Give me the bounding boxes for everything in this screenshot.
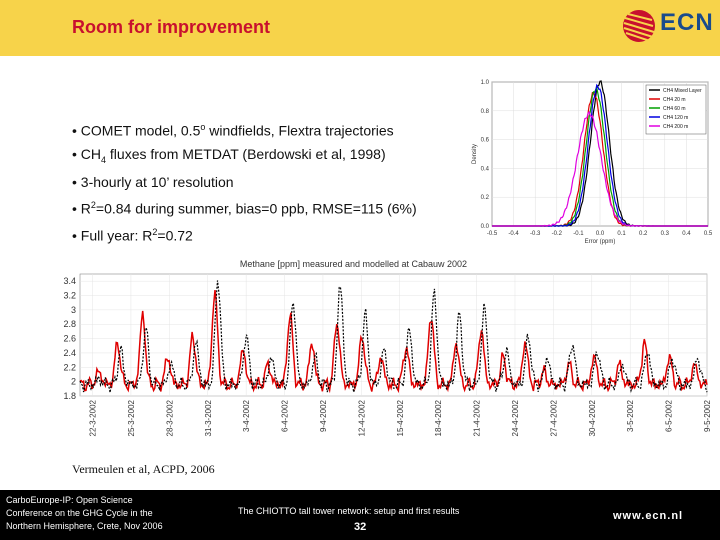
header-bar: Room for improvement ECN: [0, 0, 720, 56]
density-x-axis-label: Error (ppm): [585, 239, 616, 245]
timeseries-x-tick-label: 18-4-2002: [434, 399, 443, 436]
timeseries-y-tick-label: 2.6: [63, 334, 76, 344]
footer-url: www.ecn.nl: [613, 510, 684, 522]
timeseries-y-tick-label: 2.2: [63, 362, 76, 372]
bullet-item: • 3-hourly at 10’ resolution: [72, 174, 234, 191]
timeseries-x-tick-label: 9-4-2002: [319, 399, 328, 432]
density-x-tick-label: 0.1: [617, 231, 626, 237]
footer-presentation-title: The CHIOTTO tall tower network: setup an…: [238, 506, 460, 516]
timeseries-x-tick-label: 6-5-2002: [665, 399, 674, 432]
timeseries-x-tick-label: 28-3-2002: [165, 399, 174, 436]
timeseries-y-tick-label: 1.8: [63, 391, 76, 401]
density-legend-label: CH4 200 m: [663, 124, 688, 130]
ecn-logo: ECN: [620, 6, 720, 50]
density-y-tick-label: 0.2: [481, 195, 490, 201]
density-chart: -0.5 -0.4 -0.3 -0.2 -0.1 0.0 0.1 0.2 0.3 0.4 0.5 0.…: [472, 80, 713, 245]
bullet-item: • Full year: R2=0.72: [72, 227, 193, 244]
timeseries-y-tick-label: 2: [71, 377, 76, 387]
density-x-tick-label: 0.5: [704, 231, 713, 237]
footer-conference: CarboEurope-IP: Open Science Conference …: [6, 495, 163, 531]
timeseries-y-tick-label: 3.4: [63, 276, 76, 286]
density-legend-label: CH4 Mixed Layer: [663, 88, 702, 94]
timeseries-y-tick-label: 3.2: [63, 291, 76, 301]
page-number: 32: [354, 521, 367, 533]
density-legend-label: CH4 20 m: [663, 97, 686, 103]
density-y-tick-label: 0.4: [481, 166, 490, 172]
slide-title: Room for improvement: [72, 17, 271, 37]
density-x-tick-label: -0.2: [552, 231, 563, 237]
timeseries-x-tick-label: 15-4-2002: [396, 399, 405, 436]
timeseries-x-tick-label: 6-4-2002: [281, 399, 290, 432]
density-y-tick-label: 1.0: [481, 80, 490, 86]
timeseries-x-tick-label: 3-4-2002: [242, 399, 251, 432]
timeseries-x-tick-label: 31-3-2002: [204, 399, 213, 436]
timeseries-series-measured: [79, 290, 708, 394]
timeseries-x-tick-label: 12-4-2002: [357, 399, 366, 436]
ecn-logo-icon: [623, 10, 655, 42]
timeseries-title: Methane [ppm] measured and modelled at C…: [240, 259, 467, 269]
timeseries-x-tick-label: 24-4-2002: [511, 399, 520, 436]
timeseries-x-tick-label: 21-4-2002: [473, 399, 482, 436]
density-y-axis-label: Density: [472, 144, 478, 164]
ecn-logo-text: ECN: [660, 9, 714, 36]
methane-timeseries-chart: Methane [ppm] measured and modelled at C…: [63, 259, 712, 436]
timeseries-y-tick-label: 3: [71, 305, 76, 315]
density-x-tick-label: -0.1: [573, 231, 584, 237]
bullet-list: • COMET model, 0.5o windfields, Flextra …: [72, 116, 417, 248]
timeseries-x-tick-label: 30-4-2002: [588, 399, 597, 436]
timeseries-x-tick-label: 9-5-2002: [703, 399, 712, 432]
density-series-line: [492, 110, 708, 227]
density-x-tick-label: -0.4: [508, 231, 519, 237]
density-y-tick-label: 0.6: [481, 138, 490, 144]
density-legend-label: CH4 120 m: [663, 115, 688, 121]
timeseries-plot-area: [79, 273, 708, 397]
density-x-tick-label: -0.3: [530, 231, 541, 237]
timeseries-y-tick-label: 2.8: [63, 319, 76, 329]
timeseries-x-tick-label: 3-5-2002: [626, 399, 635, 432]
density-x-tick-label: 0.0: [596, 231, 605, 237]
timeseries-y-tick-label: 2.4: [63, 348, 76, 358]
density-legend-label: CH4 60 m: [663, 106, 686, 112]
bullet-item: • R2=0.84 during summer, bias=0 ppb, RMS…: [72, 200, 417, 218]
timeseries-x-tick-label: 25-3-2002: [127, 399, 136, 436]
timeseries-x-tick-label: 22-3-2002: [89, 399, 98, 436]
density-x-tick-label: 0.4: [682, 231, 691, 237]
density-x-tick-label: 0.2: [639, 231, 648, 237]
density-x-tick-label: -0.5: [487, 231, 498, 237]
density-y-tick-label: 0.0: [481, 224, 490, 230]
timeseries-series-modelled: [79, 280, 708, 393]
density-x-tick-label: 0.3: [661, 231, 670, 237]
timeseries-x-tick-label: 27-4-2002: [549, 399, 558, 436]
footer-bar: CarboEurope-IP: Open Science Conference …: [0, 490, 720, 540]
bullet-item: • COMET model, 0.5o windfields, Flextra …: [72, 122, 394, 139]
density-y-tick-label: 0.8: [481, 109, 490, 115]
reference-citation: Vermeulen et al, ACPD, 2006: [72, 462, 215, 476]
bullet-item: • CH4 fluxes from METDAT (Berdowski et a…: [72, 145, 386, 165]
